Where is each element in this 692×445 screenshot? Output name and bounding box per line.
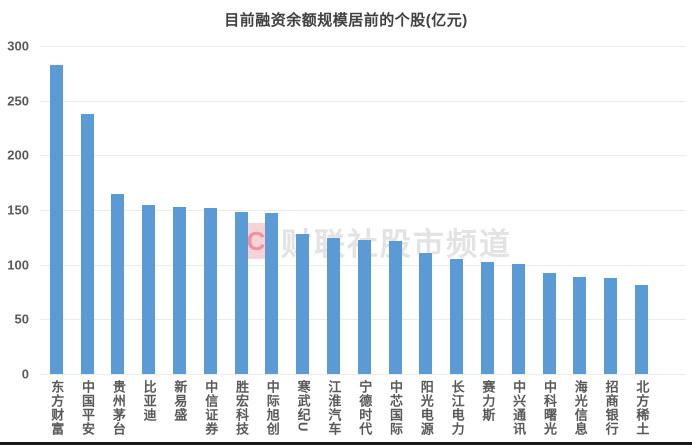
x-axis-labels: 东方财富 中国平安 贵州茅台 比亚迪 新易盛 中信证券 胜宏科技 中际旭创 寒武纪U 江淮汽车 宁德… bbox=[41, 380, 657, 436]
bar-slot bbox=[164, 46, 195, 374]
plot-area: 300 250 200 150 100 50 0 bbox=[7, 40, 686, 381]
x-axis-label: 中兴通讯 bbox=[511, 380, 527, 436]
x-axis-label: 宁德时代 bbox=[357, 380, 373, 436]
bar-中兴通讯 bbox=[511, 263, 525, 374]
x-label-slot: 中兴通讯 bbox=[503, 380, 534, 436]
x-label-slot: 招商银行 bbox=[595, 380, 626, 436]
chart-title: 目前融资余额规模居前的个股(亿元) bbox=[224, 12, 468, 29]
x-axis-label: 新易盛 bbox=[172, 380, 188, 422]
x-label-slot: 贵州茅台 bbox=[103, 380, 134, 436]
x-axis-label: 海光信息 bbox=[572, 380, 588, 436]
x-label-slot: 东方财富 bbox=[41, 380, 72, 436]
bar-slot bbox=[195, 46, 226, 374]
x-axis-label: 中际旭创 bbox=[264, 380, 280, 436]
x-axis-label: 胜宏科技 bbox=[234, 380, 249, 436]
bar-中科曙光 bbox=[542, 273, 556, 374]
x-label-slot: 中信证券 bbox=[195, 380, 226, 436]
gridline-200 bbox=[40, 155, 686, 157]
gridline-150 bbox=[40, 210, 686, 211]
bar-slot bbox=[257, 46, 288, 374]
bar-中芯国际 bbox=[388, 240, 402, 374]
bar-slot bbox=[103, 46, 134, 374]
x-axis-label: 北方稀土 bbox=[634, 380, 650, 436]
y-tick-label-150: 150 bbox=[7, 202, 29, 218]
bar-slot bbox=[441, 46, 472, 374]
bar-胜宏科技 bbox=[234, 212, 248, 374]
bar-slot bbox=[380, 46, 411, 374]
x-axis-label: 中芯国际 bbox=[387, 380, 403, 436]
bar-赛力斯 bbox=[481, 262, 495, 374]
bar-slot bbox=[133, 46, 164, 374]
bar-slot bbox=[565, 46, 596, 374]
x-label-slot: 宁德时代 bbox=[349, 380, 380, 436]
bar-slot bbox=[72, 46, 103, 374]
gridline-0 bbox=[40, 374, 686, 375]
y-tick-label-200: 200 bbox=[7, 147, 29, 163]
bar-寒武纪U bbox=[296, 234, 310, 374]
x-label-slot: 江淮汽车 bbox=[318, 380, 349, 436]
bar-中际旭创 bbox=[265, 213, 279, 374]
y-tick-label-250: 250 bbox=[7, 93, 29, 109]
x-label-slot: 中科曙光 bbox=[534, 380, 565, 436]
bar-slot bbox=[318, 46, 349, 374]
x-axis-label: 比亚迪 bbox=[141, 380, 157, 422]
x-label-slot: 阳光电源 bbox=[411, 380, 442, 436]
x-axis-label: 贵州茅台 bbox=[110, 380, 126, 436]
bar-slot bbox=[411, 46, 442, 374]
x-label-slot: 寒武纪U bbox=[287, 380, 318, 436]
x-axis-label: 寒武纪U bbox=[295, 380, 311, 433]
gridline-250 bbox=[40, 100, 686, 102]
x-label-slot: 海光信息 bbox=[565, 380, 596, 436]
x-label-slot: 北方稀土 bbox=[626, 380, 657, 436]
x-axis-label: 江淮汽车 bbox=[326, 380, 342, 436]
x-label-slot: 新易盛 bbox=[164, 380, 195, 436]
bar-slot bbox=[472, 46, 503, 374]
x-label-slot: 中芯国际 bbox=[380, 380, 411, 436]
x-label-slot: 胜宏科技 bbox=[226, 380, 257, 436]
bar-slot bbox=[534, 46, 565, 374]
bar-北方稀土 bbox=[635, 285, 649, 374]
bar-比亚迪 bbox=[142, 204, 156, 374]
bar-贵州茅台 bbox=[111, 193, 125, 374]
x-axis-label: 阳光电源 bbox=[418, 380, 434, 436]
bar-series bbox=[41, 46, 657, 374]
bar-江淮汽车 bbox=[327, 238, 341, 374]
x-axis-label: 中科曙光 bbox=[541, 380, 557, 436]
x-label-slot: 长江电力 bbox=[441, 380, 472, 436]
x-axis-label: 中信证券 bbox=[203, 380, 219, 436]
bar-slot bbox=[503, 46, 534, 374]
bar-slot bbox=[349, 46, 380, 374]
y-tick-label-100: 100 bbox=[7, 257, 29, 273]
bar-新易盛 bbox=[173, 206, 187, 374]
y-tick-label-300: 300 bbox=[7, 38, 29, 54]
bar-东方财富 bbox=[49, 64, 63, 374]
bar-中信证券 bbox=[203, 207, 217, 374]
bar-slot bbox=[226, 46, 257, 374]
bar-阳光电源 bbox=[419, 252, 433, 374]
bar-宁德时代 bbox=[357, 239, 371, 374]
y-tick-label-50: 50 bbox=[14, 311, 29, 327]
x-label-slot: 中际旭创 bbox=[257, 380, 288, 436]
bar-招商银行 bbox=[604, 277, 618, 374]
x-axis-label: 招商银行 bbox=[603, 380, 619, 436]
y-tick-label-0: 0 bbox=[21, 366, 29, 382]
bar-中国平安 bbox=[80, 113, 94, 374]
x-axis-label: 长江电力 bbox=[449, 380, 465, 436]
x-axis-label: 赛力斯 bbox=[480, 380, 496, 422]
bar-slot bbox=[626, 46, 657, 374]
bar-海光信息 bbox=[573, 276, 587, 374]
bottom-border bbox=[0, 442, 692, 445]
bar-slot bbox=[287, 46, 318, 374]
bar-slot bbox=[41, 46, 72, 374]
x-label-slot: 赛力斯 bbox=[472, 380, 503, 436]
x-label-slot: 中国平安 bbox=[72, 380, 103, 436]
x-axis-label: 东方财富 bbox=[49, 380, 65, 436]
x-axis-label: 中国平安 bbox=[80, 380, 96, 436]
gridline-300 bbox=[40, 46, 686, 47]
bar-长江电力 bbox=[450, 259, 464, 374]
bar-slot bbox=[595, 46, 626, 374]
x-label-slot: 比亚迪 bbox=[133, 380, 164, 436]
